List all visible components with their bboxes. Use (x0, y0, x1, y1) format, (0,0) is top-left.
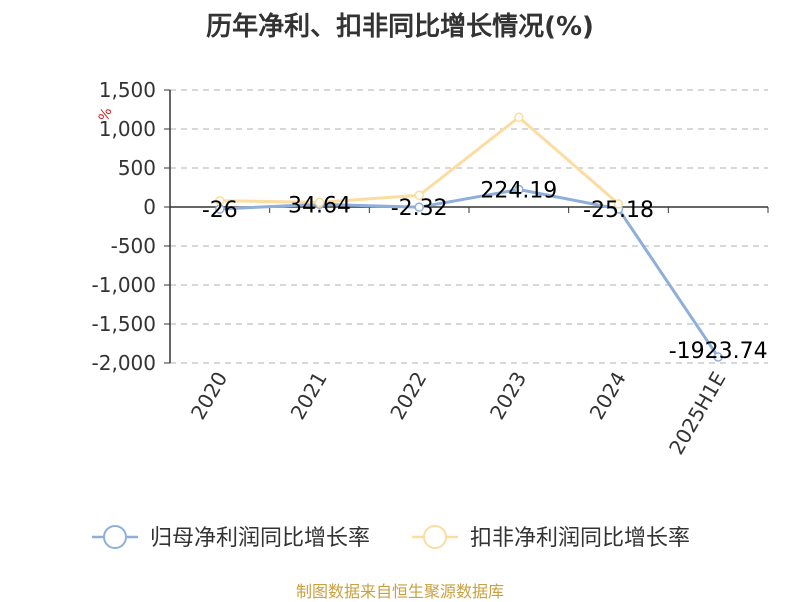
y-tick-label: 0 (143, 195, 156, 219)
x-tick-label: 2022 (385, 368, 431, 424)
y-tick-label: -500 (111, 234, 156, 258)
data-point (713, 352, 723, 362)
data-label: -26 (202, 198, 238, 223)
data-label: -25.18 (583, 198, 654, 223)
legend-label: 归母净利润同比增长率 (150, 526, 370, 551)
grid-lines (170, 89, 768, 364)
y-tick-label: 1,000 (99, 117, 156, 141)
source-note: 制图数据来自恒生聚源数据库 (295, 582, 504, 601)
legend-marker (423, 525, 447, 549)
y-tick-label: -2,000 (92, 351, 156, 375)
y-tick-label: 500 (118, 156, 156, 180)
x-tick-label: 2025H1E (664, 368, 730, 459)
y-tick-label: -1,000 (92, 273, 156, 297)
data-label: -2.32 (391, 196, 448, 221)
axes: 1,500 1,000 500 0 -500 -1,000 -1,500 -2,000 2020… (92, 78, 769, 459)
x-tick-label: 2023 (485, 368, 531, 424)
legend-label: 扣非净利润同比增长率 (470, 526, 690, 551)
y-tick-label: -1,500 (92, 312, 156, 336)
data-point (414, 190, 424, 201)
data-label: 224.19 (480, 179, 557, 204)
data-label: -1923.74 (669, 339, 768, 364)
y-tick-label: 1,500 (99, 78, 156, 102)
x-tick-label: 2020 (186, 368, 232, 424)
data-label: 34.64 (288, 193, 351, 218)
x-tick-label: 2021 (286, 368, 332, 424)
data-point (414, 202, 424, 212)
series-lines (215, 112, 723, 362)
x-tick-label: 2024 (585, 368, 631, 424)
legend: 归母净利润同比增长率 扣非净利润同比增长率 (92, 525, 690, 551)
series-line (219, 188, 720, 358)
data-point (613, 199, 624, 209)
data-labels: -26 34.64 -2.32 224.19 -25.18 -1923.74 (202, 179, 768, 365)
data-point (314, 197, 325, 208)
data-point (514, 184, 524, 195)
data-point (514, 112, 524, 123)
chart-title: 历年净利、扣非同比增长情况(%) (206, 12, 594, 42)
legend-marker (103, 525, 127, 549)
data-point (215, 196, 225, 206)
